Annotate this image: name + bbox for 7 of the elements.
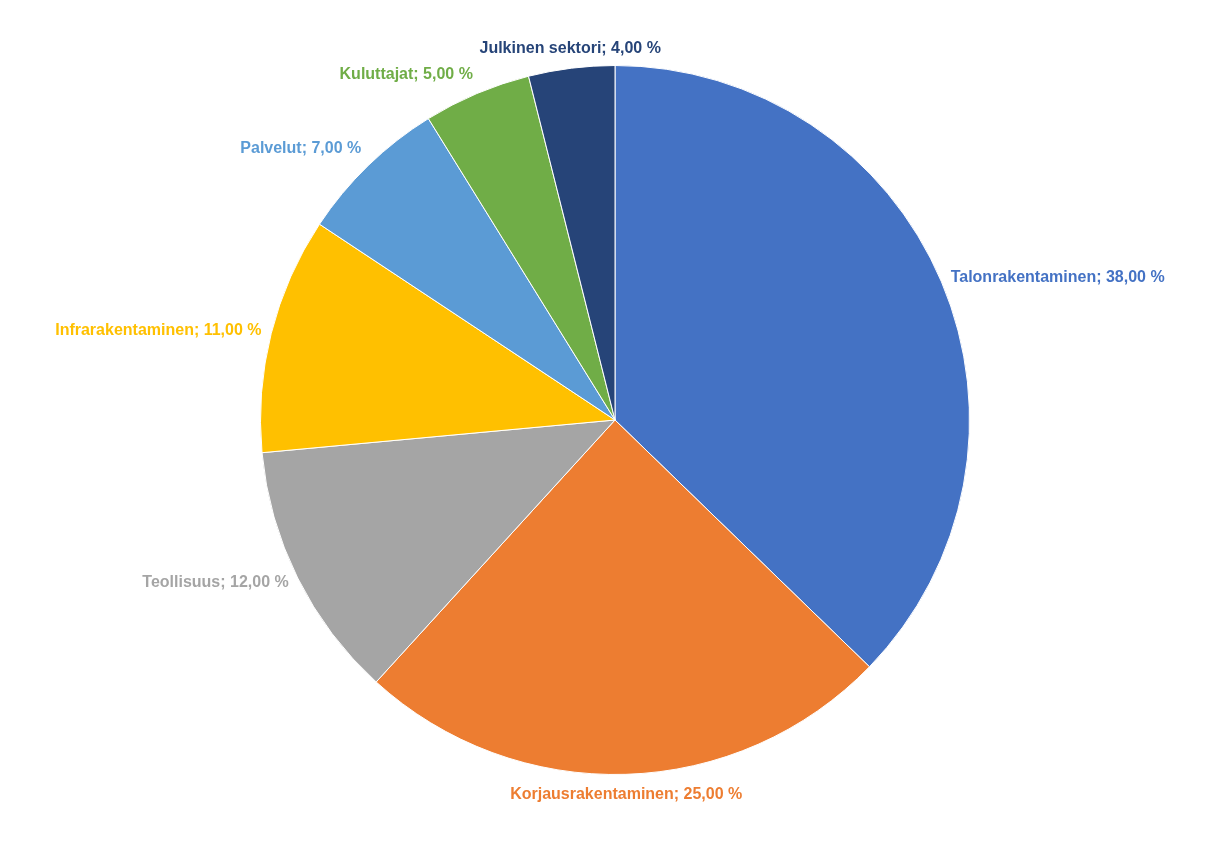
slice-label: Palvelut; 7,00 % xyxy=(240,138,362,156)
slice-label: Teollisuus; 12,00 % xyxy=(142,572,289,590)
slice-label: Korjausrakentaminen; 25,00 % xyxy=(510,784,743,802)
slice-label: Kuluttajat; 5,00 % xyxy=(339,64,473,82)
slice-label: Infrarakentaminen; 11,00 % xyxy=(55,321,262,339)
slice-label: Talonrakentaminen; 38,00 % xyxy=(950,268,1165,286)
slice-label: Julkinen sektori; 4,00 % xyxy=(479,38,661,56)
